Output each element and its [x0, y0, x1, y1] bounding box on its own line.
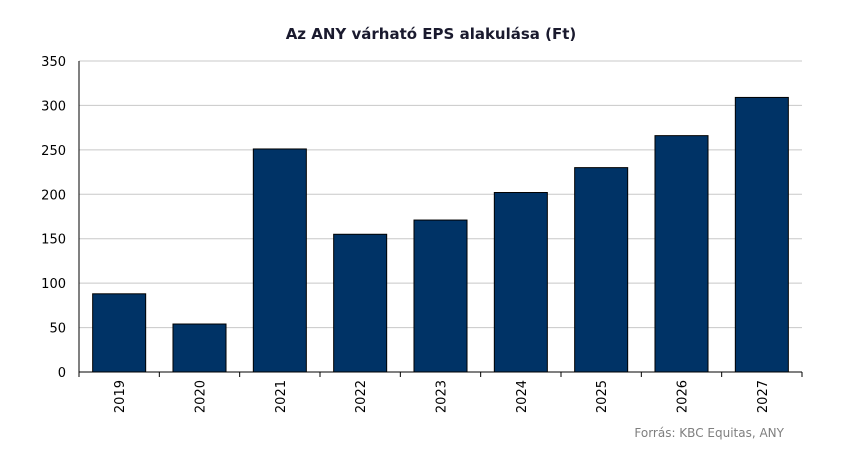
x-tick-label-2021: 2021 — [274, 380, 289, 413]
bar-2021 — [252, 148, 307, 373]
bar-2027 — [734, 96, 789, 373]
chart-title: Az ANY várható EPS alakulása (Ft) — [286, 25, 577, 43]
bars — [92, 96, 789, 373]
y-tick-label: 250 — [41, 144, 66, 159]
x-tick-label-2023: 2023 — [435, 380, 450, 413]
bar-2019 — [92, 293, 147, 373]
x-tick-label-2020: 2020 — [194, 380, 209, 413]
y-tick-label: 50 — [49, 322, 66, 337]
bar-2024 — [493, 192, 548, 373]
x-tick-label-2022: 2022 — [354, 380, 369, 413]
x-tick-label-2019: 2019 — [113, 380, 128, 413]
y-axis-ticks: 0 50 100 150 200 250 300 350 — [41, 55, 66, 381]
y-tick-label: 300 — [41, 99, 66, 114]
x-tick-label-2025: 2025 — [595, 380, 610, 413]
source-note: Forrás: KBC Equitas, ANY — [634, 426, 784, 440]
bar-2025 — [574, 167, 629, 373]
x-tick-label-2026: 2026 — [676, 380, 691, 413]
y-tick-label: 0 — [58, 366, 66, 381]
y-tick-label: 100 — [41, 277, 66, 292]
x-tick-label-2024: 2024 — [515, 380, 530, 413]
x-axis-ticks: 2019 2020 2021 2022 2023 2024 2025 2026 2027 — [78, 372, 803, 413]
bar-2020 — [172, 323, 227, 373]
y-tick-label: 350 — [41, 55, 66, 70]
y-tick-label: 200 — [41, 188, 66, 203]
bar-2023 — [413, 219, 468, 373]
bar-2026 — [654, 135, 709, 373]
bar-2022 — [333, 233, 388, 373]
y-tick-label: 150 — [41, 233, 66, 248]
x-tick-label-2027: 2027 — [756, 380, 771, 413]
